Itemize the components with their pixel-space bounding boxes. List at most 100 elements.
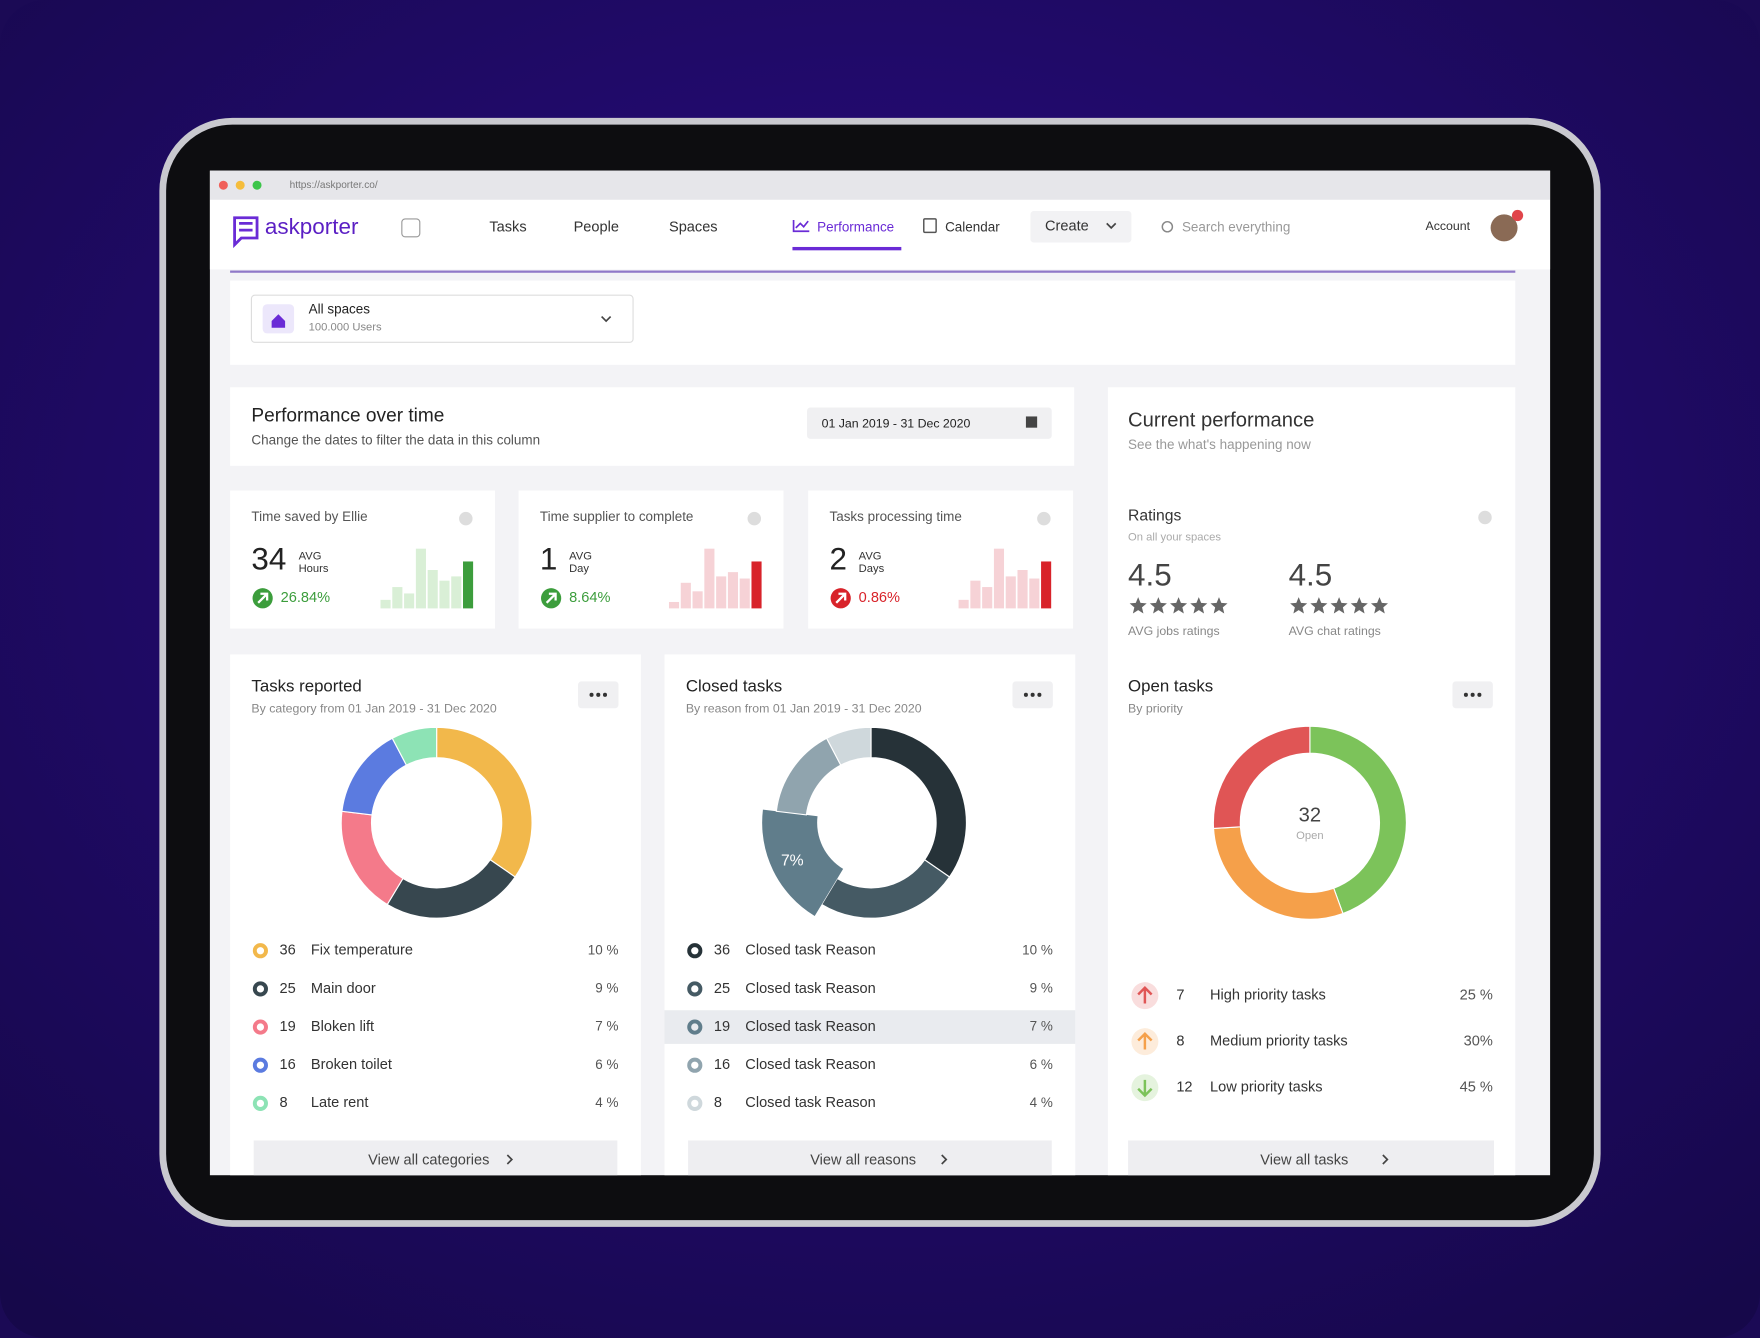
legend-highlight <box>664 1010 1076 1044</box>
legend-label: Closed task Reason <box>745 1057 875 1073</box>
more-dot <box>596 692 601 697</box>
browser-bar <box>209 170 1551 200</box>
metric-title: Tasks processing time <box>829 509 961 524</box>
legend-swatch <box>687 1095 703 1111</box>
legend-swatch <box>687 981 703 997</box>
performance-title: Performance over time <box>251 405 444 426</box>
current-performance-card <box>1107 387 1516 1176</box>
priority-arrow <box>1137 1079 1153 1098</box>
panel-title: Open tasks <box>1128 676 1213 695</box>
rating-label: AVG jobs ratings <box>1128 624 1220 638</box>
view-all-button[interactable] <box>253 1140 618 1176</box>
mini-bar <box>668 601 680 609</box>
mini-bar <box>427 570 438 609</box>
donut-segment <box>1212 725 1311 829</box>
ratings-subtitle: On all your spaces <box>1128 532 1221 544</box>
account[interactable]: Account <box>1426 219 1471 233</box>
legend-count: 8 <box>1176 1034 1184 1050</box>
chevron <box>601 315 612 323</box>
nav-performance[interactable]: Performance <box>817 219 894 234</box>
mini-bar <box>1029 578 1040 609</box>
change-arrow <box>257 592 269 604</box>
more-dot <box>1037 692 1042 697</box>
mini-bar <box>993 548 1005 609</box>
info-icon[interactable] <box>1037 511 1051 526</box>
notification-badge <box>1511 209 1524 222</box>
chevron <box>941 1154 948 1165</box>
legend-count: 16 <box>714 1057 730 1073</box>
create-button[interactable] <box>1030 211 1132 243</box>
legend-count: 25 <box>714 981 730 997</box>
date-range: 01 Jan 2019 - 31 Dec 2020 <box>822 417 971 431</box>
performance-icon <box>792 220 810 233</box>
mini-bar <box>716 576 727 609</box>
nav-item[interactable]: Tasks <box>489 220 526 236</box>
metric-change: 26.84% <box>281 590 330 606</box>
space-dropdown[interactable] <box>250 294 634 343</box>
star <box>1290 597 1308 614</box>
legend-percent: 4 % <box>595 1095 618 1110</box>
window-dot <box>218 180 228 190</box>
metric-unit-bottom: Days <box>859 563 885 575</box>
legend-percent: 10 % <box>1022 942 1053 957</box>
legend-count: 12 <box>1176 1080 1192 1096</box>
more-dot <box>1470 692 1475 697</box>
url: https://askporter.co/ <box>290 180 378 191</box>
star <box>1370 597 1389 614</box>
view-all-button[interactable] <box>688 1140 1052 1176</box>
legend-label: Low priority tasks <box>1210 1080 1323 1096</box>
mini-bar <box>380 599 391 609</box>
legend-swatch <box>687 1019 703 1035</box>
mini-bar <box>439 580 450 609</box>
metric-change: 8.64% <box>569 590 610 606</box>
legend-percent: 7 % <box>1030 1019 1053 1034</box>
panel-title: Tasks reported <box>251 676 361 695</box>
legend-swatch <box>252 981 268 997</box>
metric-card <box>518 490 784 629</box>
date-picker[interactable] <box>807 407 1052 439</box>
donut-segment <box>825 726 872 766</box>
legend-count: 36 <box>279 943 295 959</box>
metric-value: 1 <box>540 542 557 577</box>
chevron <box>506 1154 514 1165</box>
window-dot <box>235 180 245 190</box>
panel-subtitle: By priority <box>1128 702 1184 716</box>
change-arrow <box>545 592 557 604</box>
priority-arrow <box>1137 1032 1153 1050</box>
info-icon[interactable] <box>459 511 473 526</box>
mini-bar <box>392 587 403 609</box>
donut-segment <box>820 858 951 919</box>
performance-subtitle: Change the dates to filter the data in t… <box>251 433 540 448</box>
legend-label: Bloken lift <box>311 1019 374 1035</box>
legend-percent: 9 % <box>1030 980 1053 995</box>
avatar[interactable] <box>1490 214 1518 242</box>
view-all-button[interactable] <box>1128 1140 1494 1176</box>
help-icon[interactable] <box>401 218 421 238</box>
legend-percent: 9 % <box>595 980 618 995</box>
nav-item[interactable]: People <box>574 220 619 236</box>
mini-bar <box>692 591 703 609</box>
panel-subtitle: By reason from 01 Jan 2019 - 31 Dec 2020 <box>686 702 922 716</box>
metric-unit-top: AVG <box>569 551 592 563</box>
nav-item[interactable]: Spaces <box>669 220 718 236</box>
legend-count: 19 <box>714 1019 730 1035</box>
mini-bar <box>727 572 739 609</box>
star <box>1149 597 1167 614</box>
more-dot <box>1477 692 1482 697</box>
legend-count: 8 <box>714 1095 722 1111</box>
view-all-label: View all tasks <box>1260 1152 1348 1168</box>
current-title: Current performance <box>1128 409 1314 431</box>
info-icon[interactable] <box>1478 510 1492 525</box>
nav-bar <box>209 199 1551 270</box>
calendar-icon <box>1025 416 1038 428</box>
panel-subtitle: By category from 01 Jan 2019 - 31 Dec 20… <box>251 702 496 716</box>
search-input[interactable]: Search everything <box>1182 219 1290 234</box>
dropdown-title: All spaces <box>309 301 371 316</box>
donut-label: 7% <box>781 852 804 869</box>
star <box>1170 597 1188 614</box>
nav-calendar[interactable]: Calendar <box>945 219 1000 234</box>
info-icon[interactable] <box>747 511 762 526</box>
legend-label: Broken toilet <box>311 1057 392 1073</box>
